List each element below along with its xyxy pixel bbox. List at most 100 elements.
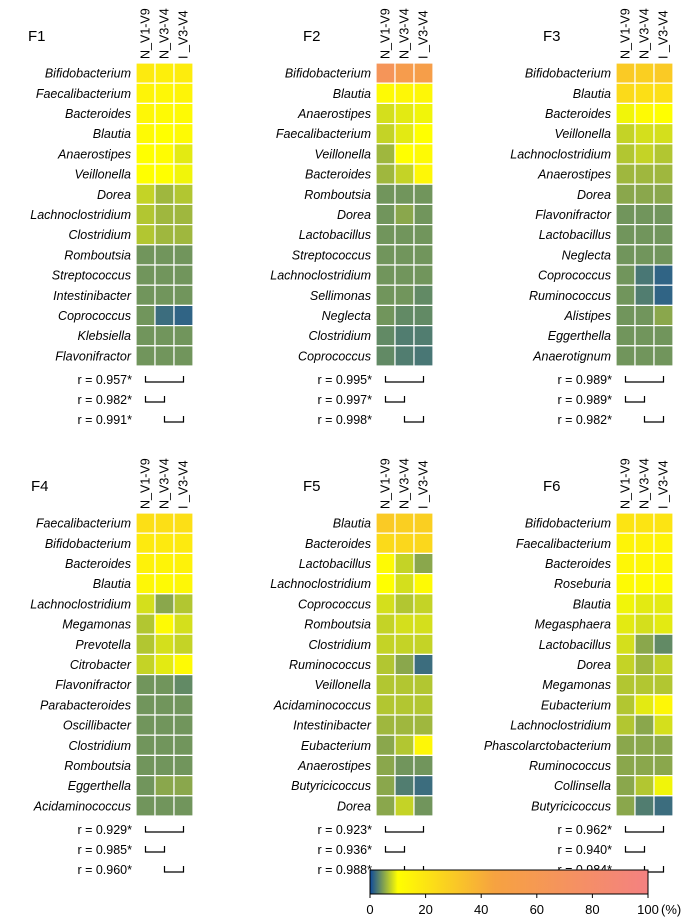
panels-layer: F1 N_V1-V9 N_V3-V4 I _V3-V4BifidobacteriumF… (28, 8, 674, 877)
heatmap-cell (375, 244, 396, 266)
heatmap-cell (634, 284, 655, 307)
heatmap-cell (615, 795, 636, 817)
heatmap-cell (634, 694, 655, 716)
panel-f1: F1 N_V1-V9 N_V3-V4 I _V3-V4 Bifidobacterium F… (28, 8, 194, 427)
heatmap-cell (135, 532, 156, 555)
heatmap-cell (394, 613, 415, 635)
heatmap-cell (394, 143, 415, 165)
heatmap-cell (653, 532, 674, 555)
comparison-bracket (624, 376, 665, 383)
row-label: Bifidobacterium (525, 517, 611, 531)
heatmap-cell (173, 102, 194, 125)
row-label: Flavonifractor (55, 349, 132, 363)
heatmap-cell (653, 512, 674, 534)
heatmap-cell (173, 284, 194, 307)
row-label: Bifidobacterium (45, 67, 131, 81)
row-label: Anaerostipes (297, 759, 371, 773)
row-label: Phascolarctobacterium (484, 739, 611, 753)
colorbar-gradient (369, 869, 649, 895)
column-label: N_V1-V9 (379, 8, 393, 59)
correlation-label: r = 0.989* (557, 393, 612, 407)
heatmap-cell (653, 653, 674, 676)
row-label: Klebsiella (77, 329, 131, 343)
row-label: Dorea (97, 188, 131, 202)
heatmap-cell (634, 653, 655, 676)
heatmap-cell (173, 203, 194, 226)
row-label: Ruminococcus (529, 289, 611, 303)
row-label: Veillonella (74, 168, 131, 182)
heatmap-cell (653, 62, 674, 84)
row-label: Anaerostipes (537, 168, 611, 182)
heatmap-cell (375, 82, 396, 104)
row-label: Sellimonas (310, 289, 371, 303)
heatmap-cell (634, 572, 655, 595)
row-label: Bifidobacterium (525, 67, 611, 81)
panel-title: F3 (543, 28, 561, 45)
heatmap-cell (615, 62, 636, 84)
heatmap-cell (154, 345, 175, 367)
heatmap-cell (375, 102, 396, 125)
heatmap-cell (173, 714, 194, 736)
heatmap-cell (634, 633, 655, 656)
heatmap-cell (375, 284, 396, 307)
heatmap-cell (653, 345, 674, 367)
heatmap-cell (173, 183, 194, 205)
heatmap-cell (615, 754, 636, 777)
comparison-bracket (144, 396, 166, 403)
heatmap-cell (135, 572, 156, 595)
heatmap-cell (413, 183, 434, 205)
heatmap-cell (394, 734, 415, 757)
heatmap-cell (135, 304, 156, 327)
heatmap-cell (154, 774, 175, 797)
heatmap-cell (615, 203, 636, 226)
heatmap-cell (154, 673, 175, 696)
heatmap-cell (634, 795, 655, 817)
heatmap-cell (653, 143, 674, 165)
heatmap-cell (634, 143, 655, 165)
heatmap-cell (653, 264, 674, 286)
correlation-label: r = 0.989* (557, 373, 612, 387)
row-label: Romboutsia (304, 188, 371, 202)
heatmap-cell (394, 774, 415, 797)
heatmap-cell (173, 734, 194, 757)
row-label: Acidaminococcus (33, 799, 131, 813)
row-label: Dorea (337, 208, 371, 222)
heatmap-cell (413, 512, 434, 534)
correlation-label: r = 0.997* (317, 393, 372, 407)
heatmap-cell (173, 532, 194, 555)
heatmap-cell (413, 224, 434, 246)
colorbar-tick-label: 60 (530, 902, 544, 917)
heatmap-cell (394, 532, 415, 555)
heatmap-cell (615, 673, 636, 696)
row-label: Flavonifractor (55, 678, 132, 692)
heatmap-cell (413, 203, 434, 226)
row-label: Prevotella (75, 638, 131, 652)
heatmap-cell (413, 653, 434, 676)
panel-title: F2 (303, 28, 321, 45)
heatmap-cell (135, 795, 156, 817)
heatmap-cell (615, 633, 636, 656)
row-label: Blautia (93, 577, 131, 591)
row-label: Veillonella (554, 127, 611, 141)
row-label: Megasphaera (535, 618, 611, 632)
row-label: Intestinibacter (53, 289, 132, 303)
colorbar-ticks: 0 20 40 60 80 100 (366, 894, 659, 917)
comparison-bracket (624, 846, 646, 853)
heatmap-cell (653, 82, 674, 104)
row-label: Bifidobacterium (45, 537, 131, 551)
heatmap-cell (394, 304, 415, 327)
row-label: Bacteroides (305, 537, 371, 551)
heatmap-cell (173, 572, 194, 595)
colorbar-tick-label: 80 (585, 902, 599, 917)
heatmap-cell (154, 163, 175, 185)
column-label: N_V3-V4 (158, 458, 172, 509)
row-label: Romboutsia (304, 618, 371, 632)
panel-f5: F5 N_V1-V9 N_V3-V4 I _V3-V4 Blautia Bacteroid… (270, 458, 434, 877)
heatmap-cell (394, 122, 415, 145)
heatmap-cell (375, 673, 396, 696)
heatmap-cell (375, 774, 396, 797)
row-label: Megamonas (542, 678, 611, 692)
heatmap-cell (413, 122, 434, 145)
heatmap-cell (394, 183, 415, 205)
heatmap-cell (173, 593, 194, 615)
